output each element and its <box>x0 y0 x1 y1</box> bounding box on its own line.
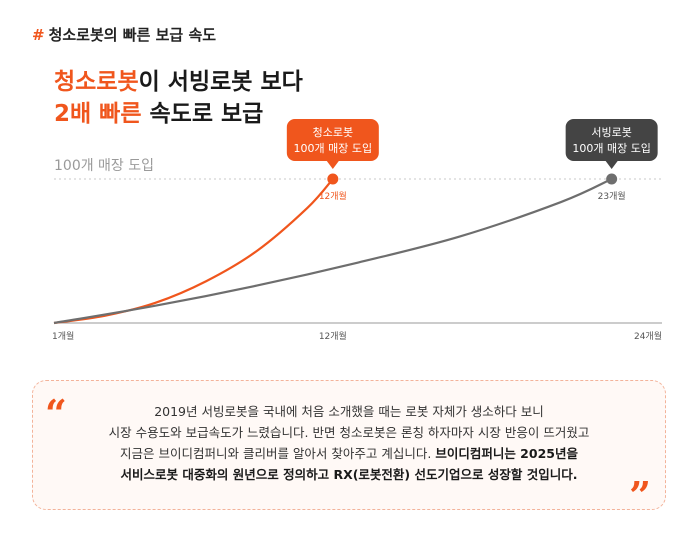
reference-line-label: 100개 매장 도입 <box>54 158 155 174</box>
open-quote-icon: “ <box>45 391 67 436</box>
headline-accent-1: 청소로봇 <box>54 69 139 95</box>
headline-line-2: 2배 빠른 속도로 보급 <box>54 98 303 130</box>
callout-bubble-1 <box>286 119 379 161</box>
endpoint-label-1: 12개월 <box>319 190 347 202</box>
quote-line-4-bold: 서비스로봇 대중화의 원년으로 정의하고 RX(로봇전환) 선도기업으로 성장할… <box>120 467 578 482</box>
section-title: 청소로봇의 빠른 보급 속도 <box>48 26 217 44</box>
quote-line-3-plain: 지금은 브이디컴퍼니와 클리버를 알아서 찾아주고 계십니다. <box>120 446 436 461</box>
quote-line-3: 지금은 브이디컴퍼니와 클리버를 알아서 찾아주고 계십니다. 브이디컴퍼니는 … <box>73 443 625 464</box>
series-endpoint-1 <box>327 173 339 185</box>
headline-rest-1: 이 서빙로봇 보다 <box>138 69 303 95</box>
x-tick-label: 1개월 <box>52 330 74 342</box>
headline-rest-2: 속도로 보급 <box>141 101 264 127</box>
headline-line-1: 청소로봇이 서빙로봇 보다 <box>54 66 303 98</box>
x-tick-label: 24개월 <box>634 330 662 342</box>
quote-line-1: 2019년 서빙로봇을 국내에 처음 소개했을 때는 로봇 자체가 생소하다 보… <box>154 404 544 419</box>
series-endpoint-2 <box>606 173 618 185</box>
close-quote-icon: ” <box>629 473 651 518</box>
quote-line-2: 시장 수용도와 보급속도가 느렸습니다. 반면 청소로봇은 론칭 하자마자 시장… <box>108 425 590 440</box>
callout-bubble-2 <box>565 119 658 161</box>
headline-accent-2: 2배 빠른 <box>54 101 142 127</box>
callout-subtitle-1: 100개 매장 도입 <box>294 142 373 155</box>
quote-line-3-bold: 브이디컴퍼니는 2025년을 <box>435 446 578 461</box>
callout-subtitle-2: 100개 매장 도입 <box>572 142 651 155</box>
adoption-chart: 1개월 12개월 24개월 12개월 청소로봇 100개 매장 도입 23개월 서빙로봇 100… <box>52 119 662 342</box>
callout-title-2: 서빙로봇 <box>591 126 631 139</box>
hash-mark: # <box>32 26 45 44</box>
quote-line-4: 서비스로봇 대중화의 원년으로 정의하고 RX(로봇전환) 선도기업으로 성장할… <box>73 464 625 485</box>
section-tag: # 청소로봇의 빠른 보급 속도 <box>32 24 216 45</box>
series-line-1 <box>53 178 334 325</box>
x-tick-label: 12개월 <box>319 330 347 342</box>
endpoint-label-2: 23개월 <box>598 190 626 202</box>
quote-text: 2019년 서빙로봇을 국내에 처음 소개했을 때는 로봇 자체가 생소하다 보… <box>73 401 625 485</box>
callout-title-1: 청소로봇 <box>313 126 353 139</box>
headline: 청소로봇이 서빙로봇 보다 2배 빠른 속도로 보급 <box>54 66 303 130</box>
series-line-2 <box>53 177 613 325</box>
quote-box: “ 2019년 서빙로봇을 국내에 처음 소개했을 때는 로봇 자체가 생소하다… <box>32 380 666 515</box>
callout-pointer-1 <box>326 161 339 169</box>
callout-pointer-2 <box>605 161 618 169</box>
